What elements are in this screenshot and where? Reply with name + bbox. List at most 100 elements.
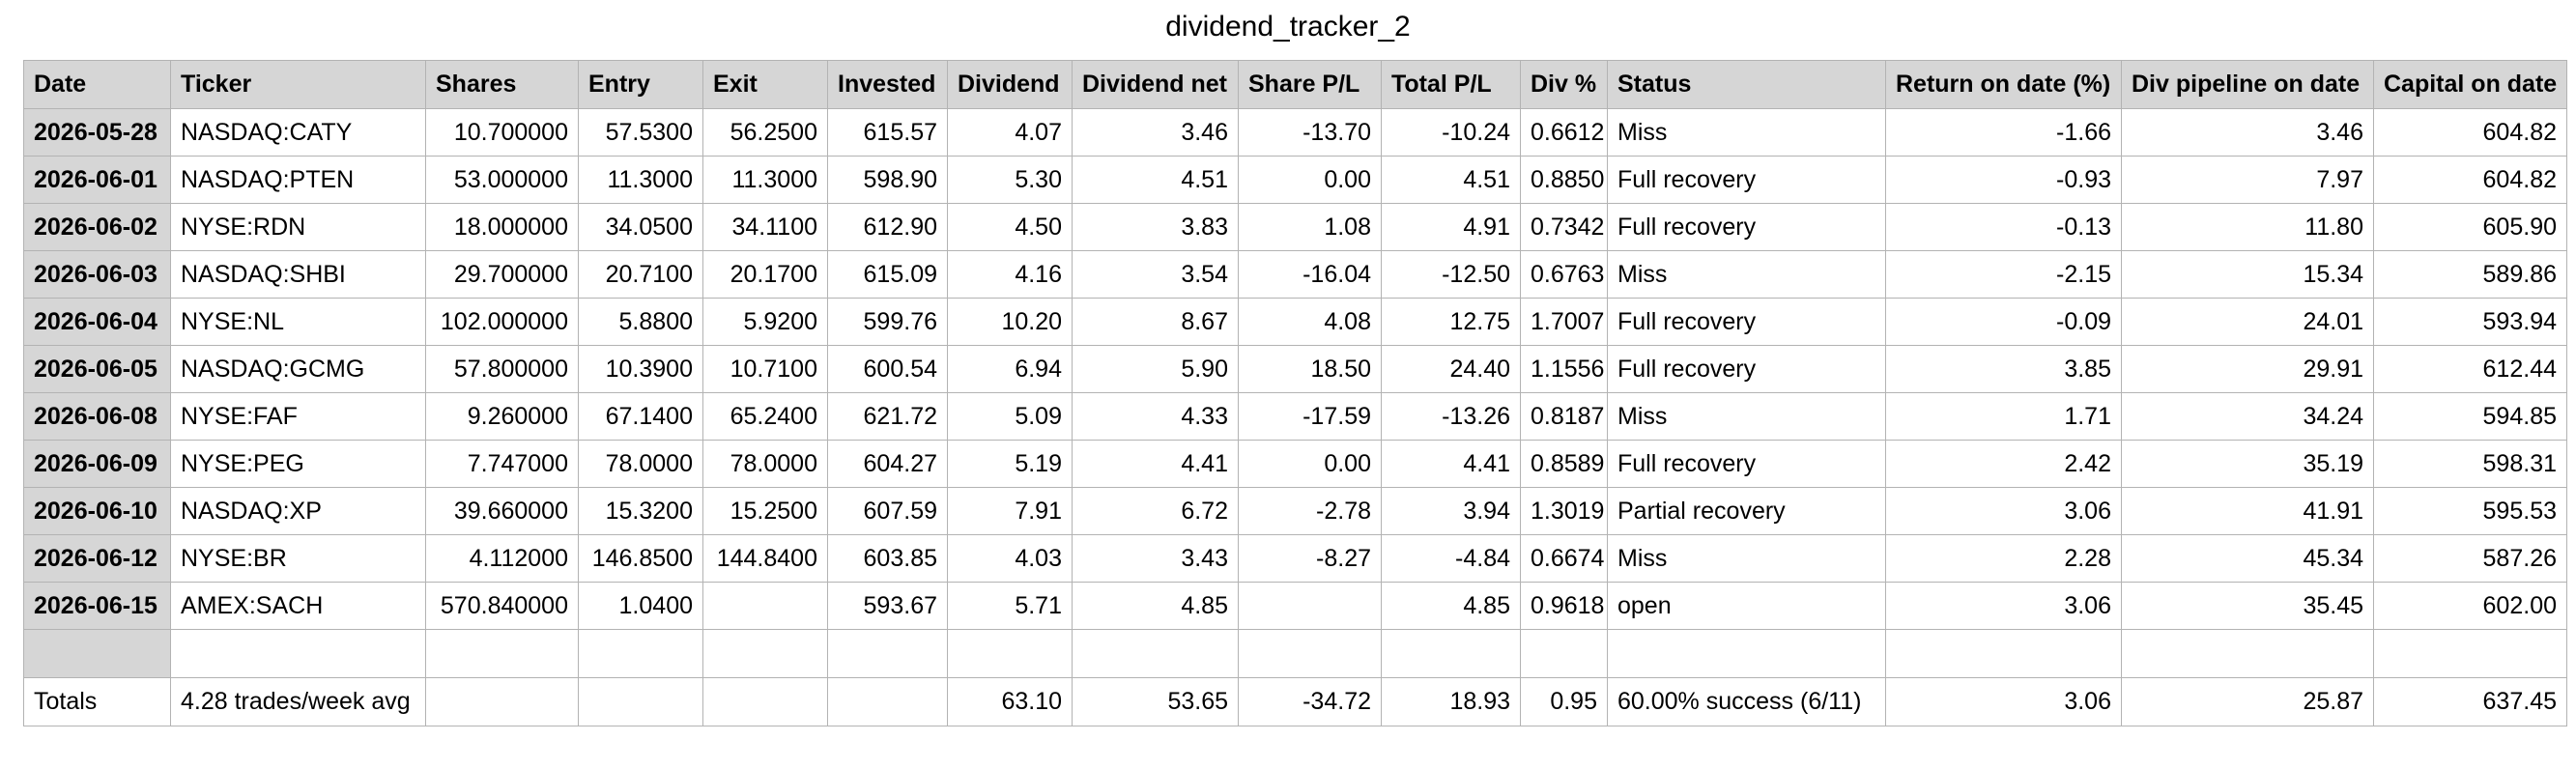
empty-cell[interactable]	[170, 629, 426, 678]
table-cell[interactable]: 4.41	[1072, 440, 1239, 488]
table-cell[interactable]: 604.27	[827, 440, 948, 488]
table-cell[interactable]: 35.19	[2121, 440, 2374, 488]
table-cell[interactable]	[702, 582, 828, 630]
table-cell[interactable]: 593.94	[2373, 298, 2567, 346]
table-cell[interactable]: 4.41	[1381, 440, 1521, 488]
empty-cell[interactable]	[23, 629, 171, 678]
empty-cell[interactable]	[1238, 629, 1382, 678]
table-cell[interactable]: 615.09	[827, 250, 948, 299]
table-cell[interactable]: 600.54	[827, 345, 948, 393]
table-cell[interactable]: 10.3900	[578, 345, 703, 393]
empty-cell[interactable]	[1381, 629, 1521, 678]
column-header[interactable]: Shares	[425, 60, 579, 109]
table-cell[interactable]: 0.9618	[1520, 582, 1608, 630]
table-cell[interactable]: 7.97	[2121, 156, 2374, 204]
table-cell[interactable]: Full recovery	[1607, 440, 1886, 488]
table-cell[interactable]: 4.91	[1381, 203, 1521, 251]
table-cell[interactable]: Full recovery	[1607, 345, 1886, 393]
table-cell[interactable]: NYSE:PEG	[170, 440, 426, 488]
table-cell[interactable]: 20.7100	[578, 250, 703, 299]
table-cell[interactable]: 15.34	[2121, 250, 2374, 299]
table-cell[interactable]: -13.26	[1381, 392, 1521, 441]
table-cell[interactable]: NYSE:RDN	[170, 203, 426, 251]
table-cell[interactable]: 56.2500	[702, 108, 828, 157]
table-cell[interactable]: 2.28	[1885, 534, 2122, 583]
table-cell[interactable]: 605.90	[2373, 203, 2567, 251]
table-cell[interactable]: 1.3019	[1520, 487, 1608, 535]
table-cell[interactable]: 599.76	[827, 298, 948, 346]
table-cell[interactable]: -0.09	[1885, 298, 2122, 346]
totals-cell[interactable]: -34.72	[1238, 677, 1382, 726]
table-cell[interactable]: 34.24	[2121, 392, 2374, 441]
table-cell[interactable]: 10.7100	[702, 345, 828, 393]
table-cell[interactable]: 4.112000	[425, 534, 579, 583]
table-cell[interactable]: Miss	[1607, 534, 1886, 583]
table-cell[interactable]: 78.0000	[702, 440, 828, 488]
table-cell[interactable]: -0.93	[1885, 156, 2122, 204]
table-cell[interactable]: 593.67	[827, 582, 948, 630]
table-cell[interactable]: 15.2500	[702, 487, 828, 535]
totals-cell[interactable]: 60.00% success (6/11)	[1607, 677, 1886, 726]
table-cell[interactable]: 5.71	[947, 582, 1073, 630]
table-cell[interactable]: 612.90	[827, 203, 948, 251]
table-cell[interactable]: 5.8800	[578, 298, 703, 346]
empty-cell[interactable]	[578, 629, 703, 678]
table-cell[interactable]: 603.85	[827, 534, 948, 583]
row-date-cell[interactable]: 2026-06-08	[23, 392, 171, 441]
table-cell[interactable]: 6.72	[1072, 487, 1239, 535]
row-date-cell[interactable]: 2026-06-10	[23, 487, 171, 535]
empty-cell[interactable]	[2121, 629, 2374, 678]
table-cell[interactable]: 1.1556	[1520, 345, 1608, 393]
table-cell[interactable]: 3.83	[1072, 203, 1239, 251]
row-date-cell[interactable]: 2026-06-15	[23, 582, 171, 630]
totals-cell[interactable]	[425, 677, 579, 726]
empty-cell[interactable]	[1520, 629, 1608, 678]
row-date-cell[interactable]: 2026-06-09	[23, 440, 171, 488]
empty-cell[interactable]	[1072, 629, 1239, 678]
column-header[interactable]: Ticker	[170, 60, 426, 109]
row-date-cell[interactable]: 2026-06-01	[23, 156, 171, 204]
table-cell[interactable]: 57.5300	[578, 108, 703, 157]
table-cell[interactable]: 24.01	[2121, 298, 2374, 346]
table-cell[interactable]: 1.71	[1885, 392, 2122, 441]
table-cell[interactable]: 1.7007	[1520, 298, 1608, 346]
totals-cell[interactable]	[827, 677, 948, 726]
column-header[interactable]: Div %	[1520, 60, 1608, 109]
empty-cell[interactable]	[702, 629, 828, 678]
table-cell[interactable]: 45.34	[2121, 534, 2374, 583]
table-cell[interactable]: 67.1400	[578, 392, 703, 441]
table-cell[interactable]: 1.0400	[578, 582, 703, 630]
table-cell[interactable]: Full recovery	[1607, 298, 1886, 346]
table-cell[interactable]: 4.51	[1072, 156, 1239, 204]
table-cell[interactable]: 65.2400	[702, 392, 828, 441]
table-cell[interactable]: 11.3000	[578, 156, 703, 204]
table-cell[interactable]: 6.94	[947, 345, 1073, 393]
table-cell[interactable]: 607.59	[827, 487, 948, 535]
table-cell[interactable]: Full recovery	[1607, 156, 1886, 204]
table-cell[interactable]: open	[1607, 582, 1886, 630]
table-cell[interactable]: 5.9200	[702, 298, 828, 346]
table-cell[interactable]: 18.000000	[425, 203, 579, 251]
table-cell[interactable]: 3.94	[1381, 487, 1521, 535]
table-cell[interactable]: 41.91	[2121, 487, 2374, 535]
row-date-cell[interactable]: 2026-06-04	[23, 298, 171, 346]
table-cell[interactable]: 7.747000	[425, 440, 579, 488]
row-date-cell[interactable]: 2026-06-03	[23, 250, 171, 299]
table-cell[interactable]: 57.800000	[425, 345, 579, 393]
table-cell[interactable]: 589.86	[2373, 250, 2567, 299]
row-date-cell[interactable]: 2026-06-12	[23, 534, 171, 583]
table-cell[interactable]: 615.57	[827, 108, 948, 157]
column-header[interactable]: Invested	[827, 60, 948, 109]
totals-cell[interactable]: 0.95	[1520, 677, 1608, 726]
table-cell[interactable]: 604.82	[2373, 156, 2567, 204]
table-cell[interactable]: 34.0500	[578, 203, 703, 251]
table-cell[interactable]	[1238, 582, 1382, 630]
table-cell[interactable]: 9.260000	[425, 392, 579, 441]
table-cell[interactable]: -0.13	[1885, 203, 2122, 251]
totals-label[interactable]: Totals	[23, 677, 171, 726]
table-cell[interactable]: Partial recovery	[1607, 487, 1886, 535]
table-cell[interactable]: 0.8589	[1520, 440, 1608, 488]
table-cell[interactable]: -2.78	[1238, 487, 1382, 535]
table-cell[interactable]: 594.85	[2373, 392, 2567, 441]
table-cell[interactable]: NYSE:NL	[170, 298, 426, 346]
